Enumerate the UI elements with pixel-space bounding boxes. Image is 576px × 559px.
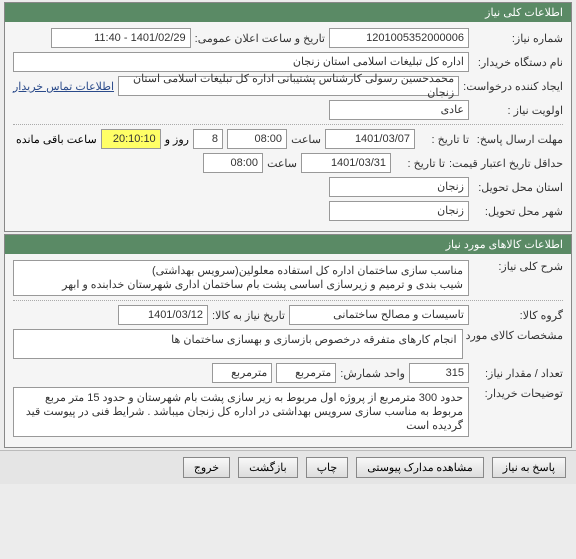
print-button[interactable]: چاپ [306,457,349,478]
qty-label: تعداد / مقدار نیاز: [473,367,563,380]
validity-to-date-field: 1401/03/31 [301,153,391,173]
announce-datetime-field: 1401/02/29 - 11:40 [51,28,191,48]
qty-field: 315 [409,363,469,383]
delivery-city-field: زنجان [329,201,469,221]
time-label-2: ساعت [267,157,297,170]
buyer-org-field: اداره کل تبلیغات اسلامی استان زنجان [13,52,469,72]
remaining-suffix-label: ساعت باقی مانده [16,133,97,146]
priority-label: اولویت نیاز : [473,104,563,117]
attachments-button[interactable]: مشاهده مدارک پیوستی [356,457,484,478]
spec-label: مشخصات کالای مورد نیاز: [467,329,563,342]
delivery-city-label: شهر محل تحویل: [473,205,563,218]
reply-button[interactable]: پاسخ به نیاز [492,457,566,478]
request-number-field: 1201005352000006 [329,28,469,48]
item-date-label: تاریخ نیاز به کالا: [212,309,285,322]
creator-field: محمدحسین رسولی کارشناس پشتیبانی اداره کل… [118,76,459,96]
main-desc-label: شرح کلی نیاز: [473,260,563,273]
validity-time-field: 08:00 [203,153,263,173]
time-label-1: ساعت [291,133,321,146]
and-label: روز و [165,133,189,146]
general-panel-title: اطلاعات کلی نیاز [5,3,571,22]
to-date-label-2: تا تاریخ : [395,157,445,170]
buyer-notes-field: حدود 300 مترمربع از پروژه اول مربوط به ز… [13,387,469,437]
exit-button[interactable]: خروج [183,457,230,478]
validity-label: حداقل تاریخ اعتبار قیمت: [449,157,563,170]
request-number-label: شماره نیاز: [473,32,563,45]
creator-label: ایجاد کننده درخواست: [463,80,563,93]
button-bar: پاسخ به نیاز مشاهده مدارک پیوستی چاپ باز… [0,450,576,484]
reply-deadline-label: مهلت ارسال پاسخ: [473,133,563,146]
group-field: تاسیسات و مصالح ساختمانی [289,305,469,325]
back-button[interactable]: بازگشت [238,457,298,478]
unit2-field: مترمربع [212,363,272,383]
buyer-org-label: نام دستگاه خریدار: [473,56,563,69]
divider [13,124,563,125]
remaining-days-field: 8 [193,129,223,149]
unit-field: مترمربع [276,363,336,383]
delivery-province-label: استان محل تحویل: [473,181,563,194]
priority-field: عادی [329,100,469,120]
announce-datetime-label: تاریخ و ساعت اعلان عمومی: [195,32,325,45]
to-date-label-1: تا تاریخ : [419,133,469,146]
contact-info-link[interactable]: اطلاعات تماس خریدار [13,80,114,93]
group-label: گروه کالا: [473,309,563,322]
items-panel-body: شرح کلی نیاز: مناسب سازی ساختمان اداره ک… [5,254,571,447]
item-date-field: 1401/03/12 [118,305,208,325]
items-panel-title: اطلاعات کالاهای مورد نیاز [5,235,571,254]
items-info-panel: اطلاعات کالاهای مورد نیاز شرح کلی نیاز: … [4,234,572,448]
divider-2 [13,300,563,301]
main-desc-field: مناسب سازی ساختمان اداره کل استفاده معلو… [13,260,469,296]
delivery-province-field: زنجان [329,177,469,197]
spec-field: انجام کارهای متفرقه درخصوص بازسازی و بهس… [13,329,463,359]
general-info-panel: اطلاعات کلی نیاز شماره نیاز: 12010053520… [4,2,572,232]
buyer-notes-label: توضیحات خریدار: [473,387,563,400]
reply-time-field: 08:00 [227,129,287,149]
unit-label: واحد شمارش: [340,367,405,380]
reply-to-date-field: 1401/03/07 [325,129,415,149]
general-panel-body: شماره نیاز: 1201005352000006 تاریخ و ساع… [5,22,571,231]
remaining-time-field: 20:10:10 [101,129,161,149]
